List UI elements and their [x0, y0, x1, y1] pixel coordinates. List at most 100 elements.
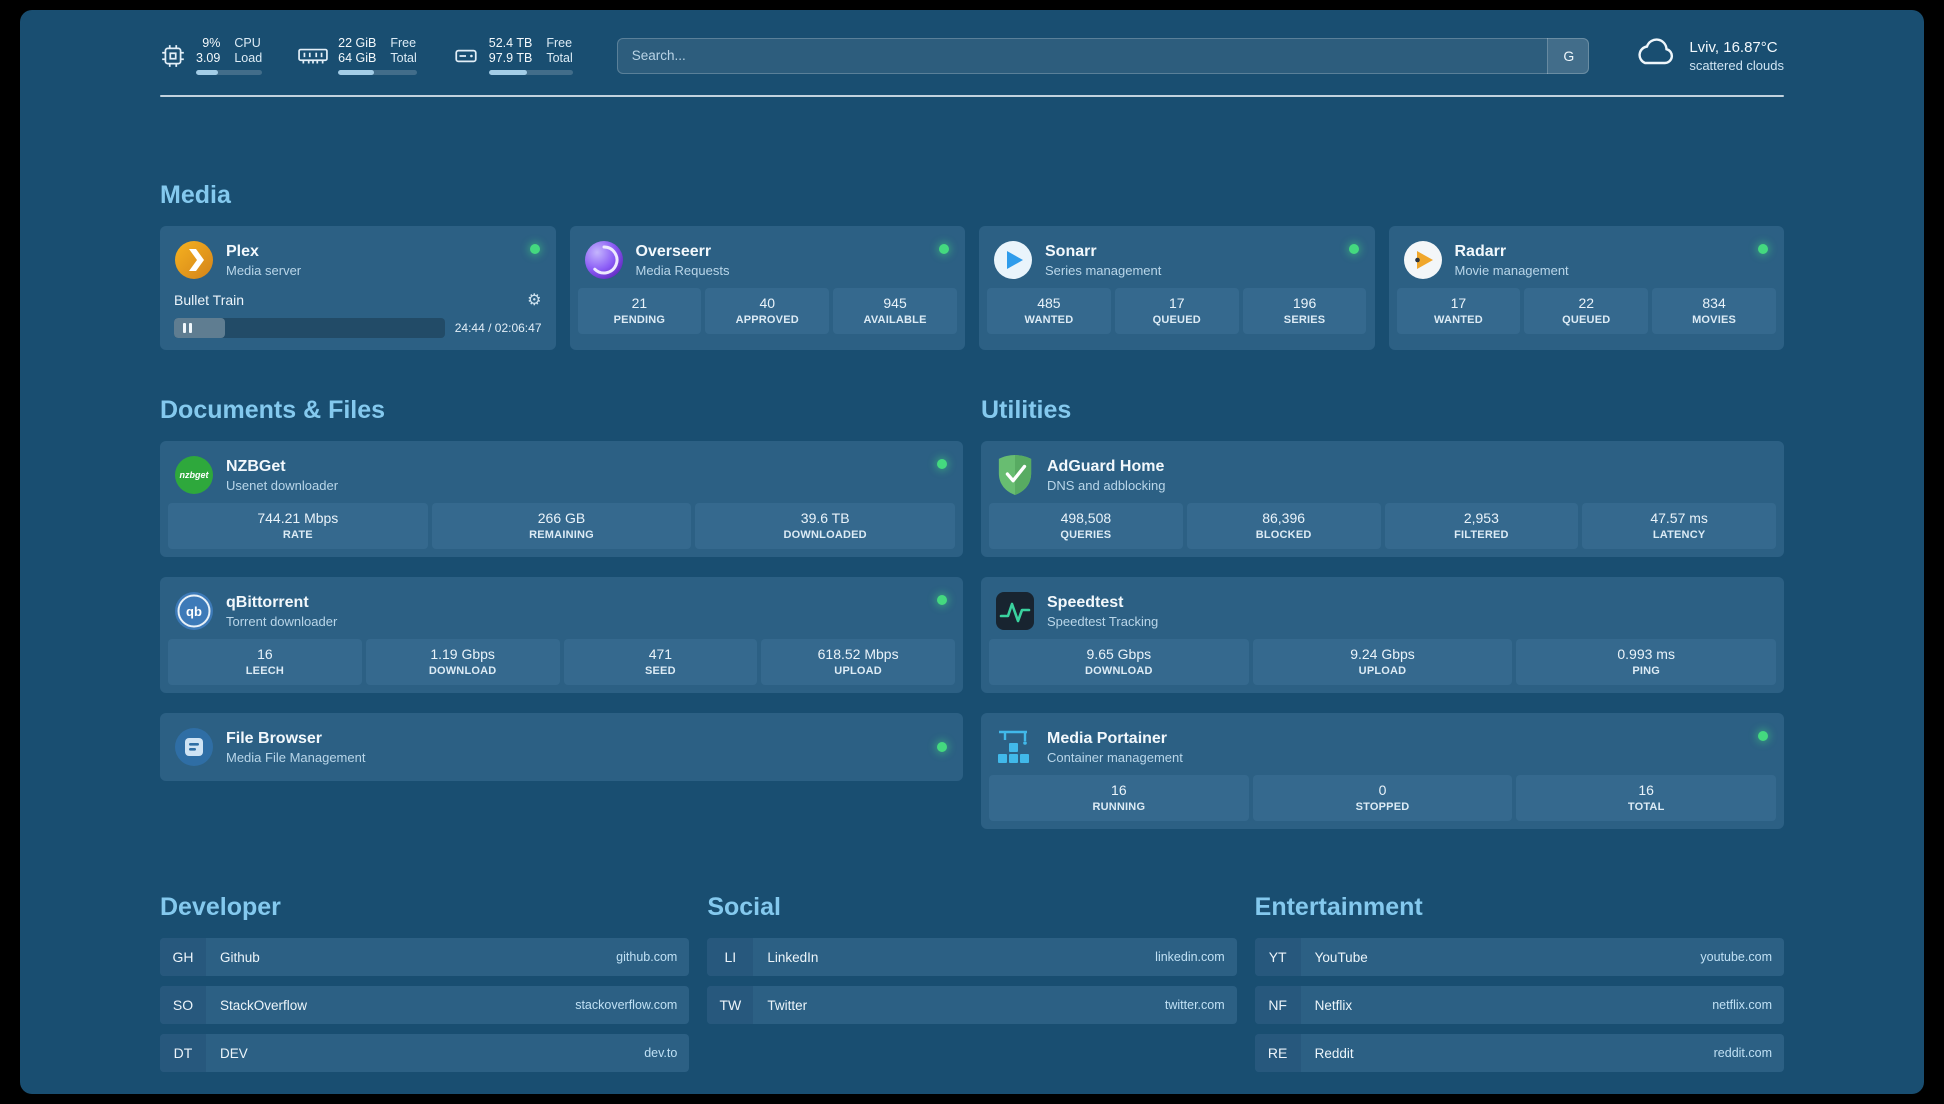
memory-free-label: Free [390, 36, 417, 50]
ram-icon [298, 44, 328, 68]
overseerr-title: Overseerr [635, 242, 712, 260]
disk-total-value: 97.9 TB [488, 51, 533, 65]
stat-label: DOWNLOAD [428, 665, 497, 677]
radarr-icon [1403, 240, 1443, 280]
bookmark-name: Twitter [767, 997, 808, 1013]
search-bar: G [616, 37, 1590, 74]
bookmark-reddit[interactable]: RE Reddit reddit.com [1254, 1034, 1784, 1072]
bookmark-abbr: YT [1254, 938, 1301, 976]
svg-text:nzbget: nzbget [180, 470, 210, 480]
cpu-icon [160, 43, 186, 69]
adguard-queries-stat: 498,508 QUERIES [989, 503, 1183, 549]
stat-value: 471 [648, 646, 673, 662]
bookmark-abbr: TW [707, 986, 754, 1024]
bookmark-name: Reddit [1314, 1045, 1354, 1061]
topbar-divider [160, 95, 1784, 97]
plex-status-dot [529, 244, 540, 254]
bookmark-twitter[interactable]: TW Twitter twitter.com [707, 986, 1237, 1024]
nzbget-remaining-stat: 266 GB REMAINING [431, 503, 692, 549]
sonarr-title: Sonarr [1045, 242, 1097, 260]
radarr-queued-stat: 22 QUEUED [1524, 288, 1649, 334]
portainer-running-stat: 16 RUNNING [989, 775, 1249, 821]
overseerr-card[interactable]: Overseerr Media Requests 21 PENDING 40 A… [569, 226, 965, 350]
bookmark-stackoverflow[interactable]: SO StackOverflow stackoverflow.com [160, 986, 690, 1024]
overseerr-pending-stat: 21 PENDING [577, 288, 702, 334]
bookmark-abbr: DT [160, 1034, 206, 1072]
bookmark-youtube[interactable]: YT YouTube youtube.com [1254, 938, 1784, 976]
playback-progress-bar[interactable] [174, 318, 445, 338]
bookmark-url: linkedin.com [1155, 950, 1225, 964]
radarr-meta: Radarr Movie management [1455, 243, 1569, 278]
system-monitors: 9% CPU 3.09 Load 22 GiB Fre [160, 36, 573, 75]
stat-value: 17 [1450, 295, 1467, 311]
speedtest-upload-stat: 9.24 Gbps UPLOAD [1252, 639, 1513, 685]
portainer-title: Media Portainer [1047, 729, 1168, 747]
stat-value: 16 [1638, 782, 1654, 798]
stat-label: DOWNLOAD [1085, 665, 1153, 677]
portainer-status-dot [1758, 731, 1768, 741]
memory-monitor: 22 GiB Free 64 GiB Total [298, 36, 417, 75]
qbittorrent-card[interactable]: qb qBittorrent Torrent downloader 16 LEE… [160, 577, 963, 693]
stat-value: 2,953 [1463, 510, 1499, 526]
stat-value: 0.993 ms [1617, 646, 1675, 662]
gear-icon[interactable]: ⚙ [527, 292, 542, 309]
qbittorrent-icon: qb [174, 591, 214, 631]
sonarr-status-dot [1348, 244, 1359, 254]
stat-value: 86,396 [1262, 510, 1306, 526]
overseerr-meta: Overseerr Media Requests [636, 243, 730, 278]
overseerr-icon [584, 240, 624, 280]
cpu-usage-value: 9% [202, 36, 221, 50]
filebrowser-icon [174, 727, 214, 767]
cloud-icon [1633, 37, 1677, 74]
bookmark-linkedin[interactable]: LI LinkedIn linkedin.com [707, 938, 1237, 976]
filebrowser-subtitle: Media File Management [226, 749, 366, 765]
nzbget-card[interactable]: nzbget NZBGet Usenet downloader 744.21 M… [160, 441, 963, 557]
speedtest-card[interactable]: Speedtest Speedtest Tracking 9.65 Gbps D… [981, 577, 1784, 693]
bookmark-name: DEV [220, 1045, 248, 1061]
developer-section-title: Developer [160, 893, 281, 921]
radarr-card[interactable]: Radarr Movie management 17 WANTED 22 QUE… [1388, 226, 1784, 350]
bookmark-github[interactable]: GH Github github.com [160, 938, 690, 976]
sonarr-queued-stat: 17 QUEUED [1114, 288, 1239, 334]
portainer-meta: Media Portainer Container management [1047, 730, 1183, 765]
middle-sections: Documents & Files nzbget NZBGet [160, 396, 1784, 829]
search-input[interactable] [616, 37, 1590, 74]
bookmark-netflix[interactable]: NF Netflix netflix.com [1254, 986, 1784, 1024]
stat-label: BLOCKED [1255, 529, 1312, 541]
nzbget-downloaded-stat: 39.6 TB DOWNLOADED [695, 503, 956, 549]
documents-section-title: Documents & Files [160, 396, 386, 424]
portainer-card[interactable]: Media Portainer Container management 16 … [981, 713, 1784, 829]
social-section-title: Social [707, 893, 781, 921]
sonarr-subtitle: Series management [1045, 262, 1162, 278]
plex-card[interactable]: Plex Media server Bullet Train ⚙ 24:44 /… [160, 226, 556, 350]
media-section: Media Plex Media [160, 181, 1784, 350]
qbittorrent-download-stat: 1.19 Gbps DOWNLOAD [365, 639, 560, 685]
speedtest-icon [995, 591, 1035, 631]
stat-label: UPLOAD [1358, 665, 1407, 677]
bookmark-name: Github [220, 949, 260, 965]
hard-drive-icon [453, 43, 479, 69]
search-provider-button[interactable]: G [1547, 37, 1590, 74]
radarr-subtitle: Movie management [1454, 262, 1569, 278]
bookmark-abbr: NF [1254, 986, 1301, 1024]
memory-total-label: Total [390, 51, 417, 65]
sonarr-meta: Sonarr Series management [1045, 243, 1161, 278]
bookmark-abbr: RE [1254, 1034, 1301, 1072]
nzbget-meta: NZBGet Usenet downloader [226, 458, 338, 493]
overseerr-subtitle: Media Requests [635, 262, 730, 278]
speedtest-download-stat: 9.65 Gbps DOWNLOAD [989, 639, 1249, 685]
filebrowser-card[interactable]: File Browser Media File Management [160, 713, 963, 781]
pause-icon[interactable] [183, 323, 192, 333]
stat-label: DOWNLOADED [783, 529, 867, 541]
adguard-card[interactable]: AdGuard Home DNS and adblocking 498,508 … [981, 441, 1784, 557]
bookmark-url: stackoverflow.com [575, 998, 678, 1012]
stat-label: MOVIES [1692, 314, 1737, 326]
stat-value: 21 [631, 295, 648, 311]
weather-text: Lviv, 16.87°C scattered clouds [1689, 39, 1784, 73]
weather-widget[interactable]: Lviv, 16.87°C scattered clouds [1633, 37, 1784, 74]
bookmark-dev[interactable]: DT DEV dev.to [160, 1034, 690, 1072]
bookmark-name: YouTube [1314, 949, 1368, 965]
filebrowser-status-dot [937, 742, 947, 752]
portainer-icon [995, 727, 1035, 767]
sonarr-card[interactable]: Sonarr Series management 485 WANTED 17 Q… [979, 226, 1375, 350]
